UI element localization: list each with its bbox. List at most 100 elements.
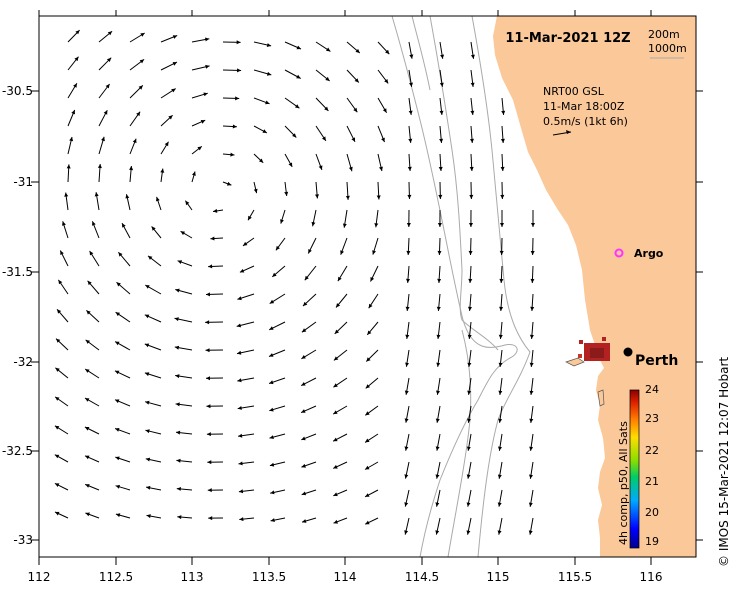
current-arrow-head	[237, 68, 242, 73]
current-arrow-head	[269, 462, 275, 467]
current-arrow-head	[176, 458, 181, 463]
x-tick-label: 114.5	[405, 570, 439, 584]
current-arrow-head	[236, 323, 242, 328]
current-arrow-head	[467, 334, 472, 339]
current-arrow-head	[500, 166, 505, 171]
colorbar-tick: 19	[645, 535, 659, 548]
map-title: 11-Mar-2021 12Z	[505, 31, 630, 46]
current-arrow-head	[115, 428, 120, 432]
current-arrow-head	[248, 215, 252, 221]
current-arrow-head	[262, 129, 267, 133]
current-arrow-head	[340, 250, 344, 255]
current-arrow-head	[381, 137, 385, 142]
current-arrow-head	[404, 390, 409, 395]
current-arrow-head	[85, 398, 90, 402]
current-arrow-head	[177, 260, 183, 264]
current-arrow-head	[437, 250, 442, 255]
current-arrow-head	[353, 107, 358, 113]
current-arrow-head	[500, 138, 505, 143]
current-arrow-head	[237, 378, 242, 383]
current-arrow-head	[435, 530, 440, 535]
x-tick-label: 113.5	[252, 570, 286, 584]
current-arrow-head	[144, 372, 150, 377]
current-arrow-head	[97, 164, 102, 169]
current-arrow-head	[439, 82, 444, 87]
current-arrow-head	[528, 502, 533, 507]
current-arrow-head	[64, 192, 69, 197]
current-arrow-head	[87, 280, 92, 286]
current-arrow-head	[156, 196, 160, 202]
current-arrow-head	[468, 250, 473, 255]
map-frame	[38, 15, 697, 558]
current-arrow-head	[192, 171, 196, 176]
current-arrow-head	[86, 310, 91, 315]
current-arrow-head	[468, 278, 473, 283]
current-arrow-head	[470, 138, 474, 143]
current-arrow-head	[269, 353, 274, 357]
current-arrow-head	[315, 194, 319, 199]
current-arrow-head	[370, 277, 375, 282]
current-arrow-head	[384, 79, 389, 84]
current-arrow-head	[499, 306, 504, 311]
current-arrow-head	[205, 37, 210, 42]
current-arrow-head	[85, 455, 90, 460]
current-arrow-head	[301, 436, 306, 441]
perth-marker	[623, 347, 633, 357]
current-arrow-head	[175, 402, 180, 407]
current-arrow-head	[322, 136, 326, 141]
current-arrow-head	[438, 194, 443, 199]
current-arrow-head	[55, 367, 60, 372]
current-arrow-head	[405, 334, 410, 339]
current-arrow-head	[351, 137, 355, 142]
current-arrow-head	[71, 110, 75, 115]
x-tick-label: 115.5	[558, 570, 592, 584]
current-arrow-head	[238, 461, 243, 466]
current-arrow-head	[243, 241, 248, 246]
current-arrow-head	[497, 502, 502, 507]
current-arrow-head	[404, 418, 409, 423]
current-arrow-head	[296, 45, 301, 50]
colorbar-tick: 21	[645, 475, 659, 488]
current-arrow-head	[529, 362, 534, 367]
current-arrow-head	[302, 519, 307, 523]
current-arrow-head	[365, 493, 370, 497]
current-arrow-head	[405, 362, 409, 367]
current-arrow-head	[237, 350, 242, 355]
current-arrow-head	[116, 282, 121, 287]
current-arrow-head	[500, 194, 505, 199]
current-arrow-head	[466, 502, 471, 507]
current-arrow-head	[466, 474, 471, 479]
current-arrow-head	[269, 407, 274, 412]
current-arrow-head	[408, 138, 413, 143]
current-arrow-head	[325, 76, 330, 81]
current-arrow-head	[145, 457, 151, 462]
current-arrow-head	[213, 208, 218, 213]
current-arrow-head	[499, 278, 504, 283]
current-arrow-head	[530, 306, 535, 311]
current-arrow-head	[376, 195, 381, 200]
current-arrow-head	[435, 474, 440, 479]
axis-ticks	[31, 10, 703, 565]
current-arrow-head	[466, 530, 471, 535]
current-arrow-head	[499, 250, 504, 255]
current-arrow-head	[132, 138, 137, 144]
current-arrow-head	[115, 456, 120, 461]
current-arrow-head	[265, 100, 270, 105]
current-arrow-head	[406, 250, 411, 255]
x-tick-label: 112	[28, 570, 51, 584]
current-arrow-head	[146, 485, 151, 490]
current-arrow-head	[342, 223, 347, 228]
current-arrow-head	[84, 427, 90, 431]
argo-float: Argo	[614, 247, 664, 260]
scale-arrow-head	[566, 130, 571, 134]
current-arrow-head	[498, 390, 503, 395]
current-arrow-head	[404, 502, 409, 507]
current-arrows	[54, 29, 535, 535]
perth-label: Perth	[635, 353, 678, 369]
current-arrow-head	[440, 54, 445, 59]
current-arrow-head	[337, 276, 342, 282]
current-arrow-head	[301, 328, 307, 333]
current-arrow-head	[301, 409, 306, 413]
current-arrow-head	[365, 465, 370, 470]
current-arrow-head	[436, 334, 441, 339]
